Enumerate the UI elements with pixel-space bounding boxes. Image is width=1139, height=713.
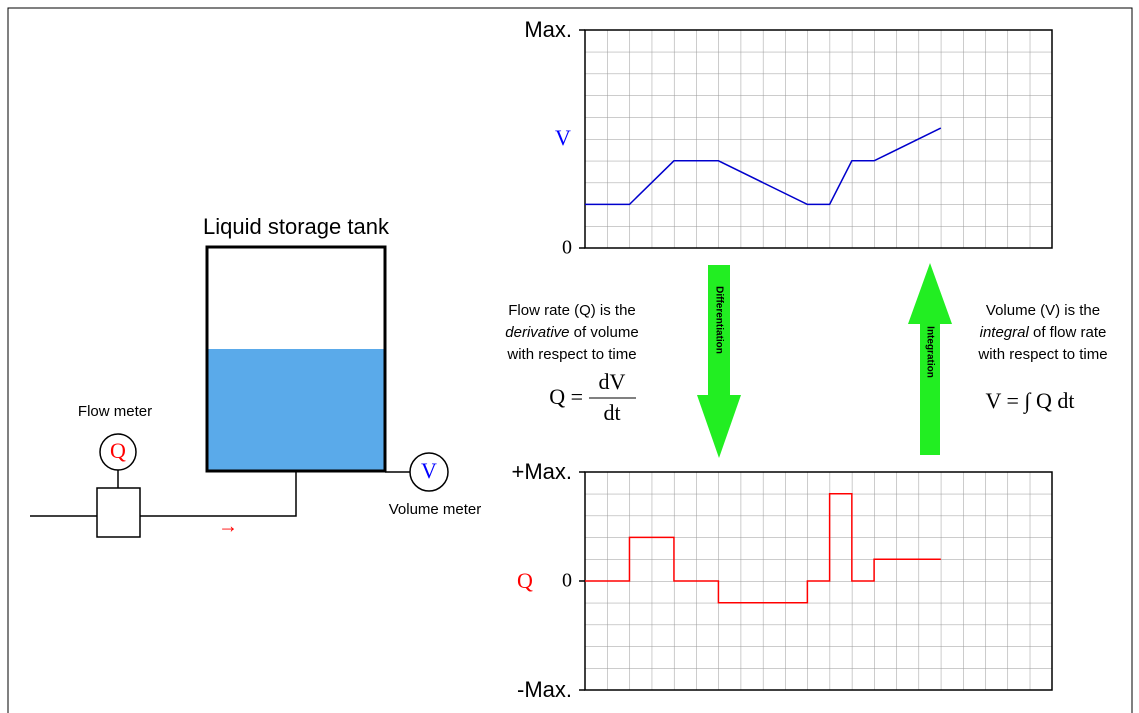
note: with respect to time [506,346,636,363]
note: of flow rate [1029,324,1107,341]
flow-arrow: → [218,515,238,537]
flow-symbol: Q [110,438,126,463]
volume-symbol: V [421,458,437,483]
y-tick-label: 0 [562,237,572,259]
flow-meter-label: Flow meter [78,403,152,420]
volume-meter-label: Volume meter [389,501,482,518]
pipe [140,471,297,517]
tank-title: Liquid storage tank [203,214,390,239]
y-tick-label: 0 [562,570,572,592]
plot-border [584,29,1053,249]
formula: V = ∫ Q dt [986,388,1075,414]
flow-meter [99,433,137,471]
volume-meter [409,452,449,492]
note: of volume [570,324,639,341]
arrow-label: Differentiation [713,286,724,354]
frame [7,7,1133,713]
data-line [585,493,941,604]
flow-element [96,487,141,538]
note: Flow rate (Q) is the [508,302,636,319]
data-line [585,127,942,206]
y-tick-label: -Max. [517,677,572,702]
formula: dV [599,369,626,394]
y-tick-label: +Max. [511,459,572,484]
formula: dt [603,400,620,425]
note-italic: derivative [505,324,569,341]
note: derivative of volume [505,324,638,341]
y-axis-label: V [555,125,571,150]
formula: Q = [549,384,583,409]
note: with respect to time [977,346,1107,363]
up-arrow [908,263,952,455]
plot-grid [585,30,1052,248]
note: Volume (V) is the [986,302,1100,319]
note: integral of flow rate [980,324,1107,341]
y-axis-label: Q [517,568,533,593]
liquid [207,349,385,471]
note-italic: integral [980,324,1030,341]
y-tick-label: Max. [524,17,572,42]
arrow-label: Integration [924,326,935,378]
down-arrow [697,265,741,458]
